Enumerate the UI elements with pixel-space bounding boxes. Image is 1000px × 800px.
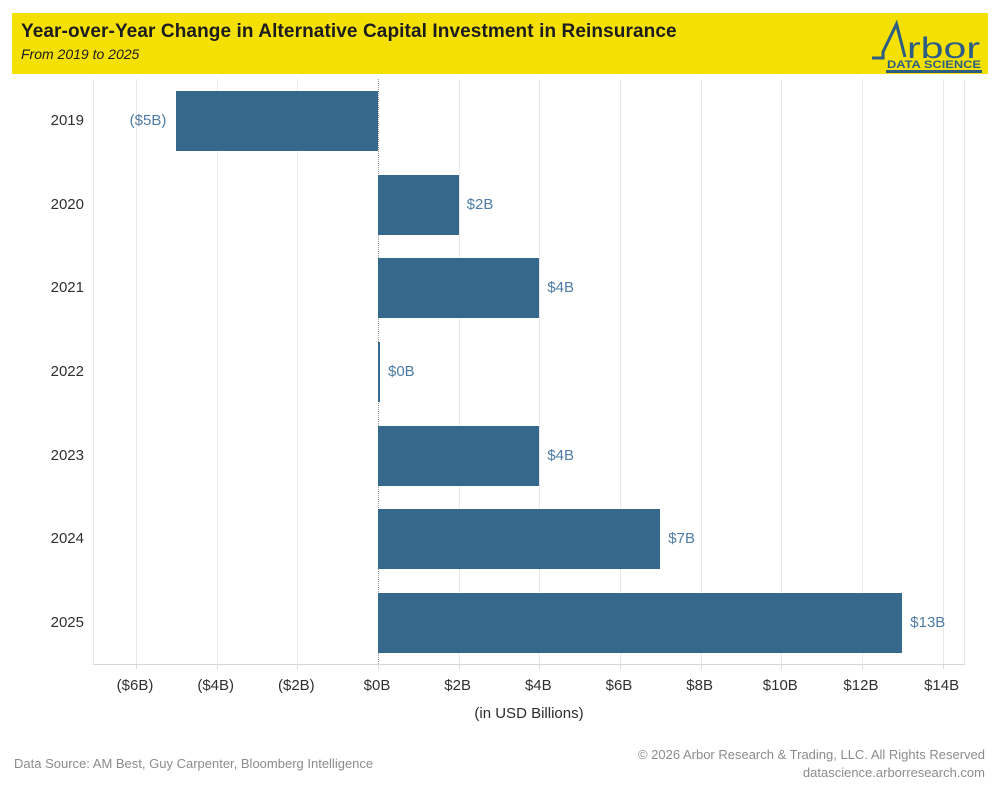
footer-right-block: © 2026 Arbor Research & Trading, LLC. Al… [638, 746, 985, 782]
axis-tick-mark [297, 664, 299, 669]
year-label-2022: 2022 [50, 363, 84, 380]
y-axis-year-labels: 2019 2020 2021 2022 2023 2024 2025 [0, 79, 84, 665]
bar-value-label: $4B [547, 279, 575, 297]
gridline [781, 79, 783, 664]
x-axis-title: (in USD Billions) [474, 705, 584, 722]
x-tick-label: ($2B) [277, 677, 315, 694]
x-tick-label: $2B [444, 677, 472, 694]
gridline [619, 79, 621, 664]
axis-tick-mark [539, 664, 541, 669]
arbor-logo: rbor DATA SCIENCE [870, 17, 984, 73]
axis-tick-mark [378, 664, 379, 669]
logo-tagline: DATA SCIENCE [887, 59, 981, 71]
chart-title: Year-over-Year Change in Alternative Cap… [21, 21, 677, 42]
bar-value-label: ($5B) [129, 111, 167, 129]
copyright-text: © 2026 Arbor Research & Trading, LLC. Al… [637, 747, 985, 762]
axis-tick-mark [458, 664, 460, 669]
gridline [539, 79, 541, 664]
bar-2025[interactable] [378, 593, 903, 654]
x-tick-label: $6B [605, 677, 633, 694]
bar-2023[interactable] [378, 425, 540, 486]
x-axis-tick-labels: ($6B) ($4B) ($2B) $0B $2B $4B $6B $8B $10B $12B $1… [93, 677, 965, 697]
bar-value-label: $2B [466, 195, 494, 213]
chart-subtitle: From 2019 to 2025 [21, 46, 140, 62]
x-tick-label: ($6B) [116, 677, 154, 694]
x-tick-label: $14B [924, 677, 960, 694]
bar-value-label: $13B [910, 614, 946, 632]
axis-tick-mark [942, 664, 944, 669]
gridline [942, 79, 944, 664]
line-spike-a-icon [872, 19, 907, 60]
bar-2020[interactable] [378, 174, 459, 235]
gridline [458, 79, 460, 664]
x-tick-label: $0B [363, 677, 391, 694]
axis-tick-mark [861, 664, 863, 669]
year-label-2019: 2019 [50, 111, 84, 129]
gridline [216, 79, 218, 664]
year-label-2020: 2020 [50, 195, 84, 213]
bar-value-label: $7B [668, 530, 695, 548]
logo-brand-text: rbor [907, 32, 980, 65]
axis-tick-mark [136, 664, 138, 669]
gridline [700, 79, 702, 664]
data-source-note: Data Source: AM Best, Guy Carpenter, Blo… [14, 756, 374, 771]
axis-tick-mark [216, 664, 218, 669]
bar-2021[interactable] [378, 258, 540, 319]
bar-2024[interactable] [378, 509, 661, 570]
year-label-2023: 2023 [50, 446, 84, 464]
bar-2019[interactable] [176, 90, 378, 151]
axis-tick-mark [619, 664, 621, 669]
bar-2022[interactable] [378, 342, 380, 402]
x-tick-label: $8B [686, 677, 713, 694]
header-banner: Year-over-Year Change in Alternative Cap… [12, 13, 988, 74]
axis-tick-mark [781, 664, 783, 669]
year-label-2024: 2024 [50, 530, 84, 548]
x-tick-label: $12B [843, 677, 879, 694]
x-tick-label: $10B [762, 677, 798, 694]
year-label-2021: 2021 [50, 279, 84, 297]
arbor-logo-svg: rbor DATA SCIENCE [872, 19, 982, 73]
logo-underline [886, 70, 982, 73]
gridline [136, 79, 138, 664]
bar-value-label: $4B [547, 446, 575, 464]
bar-chart-plot-area: ($5B) $2B $4B $0B $4B $7B $13B [93, 79, 965, 669]
x-tick-label: $4B [524, 677, 552, 694]
year-label-2025: 2025 [50, 614, 84, 632]
axis-tick-mark [700, 664, 702, 669]
x-tick-label: ($4B) [197, 677, 235, 694]
gridline [297, 79, 299, 664]
website-text: datascience.arborresearch.com [802, 765, 985, 780]
gridline [861, 79, 863, 664]
bar-value-label: $0B [388, 363, 415, 380]
